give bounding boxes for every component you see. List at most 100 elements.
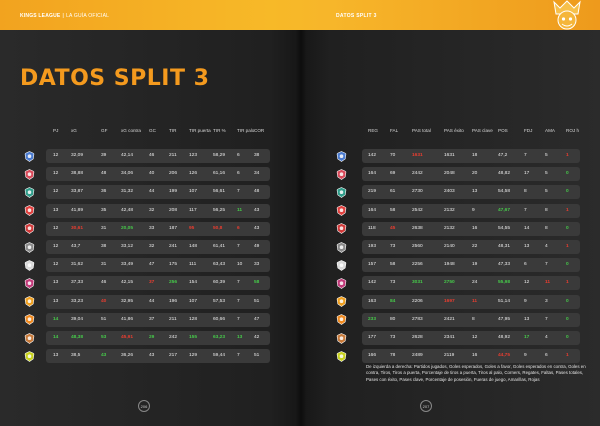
stat-cell: 46 xyxy=(101,280,107,286)
table-row xyxy=(46,276,270,291)
stat-cell: 43,7 xyxy=(71,244,81,249)
stat-cell: 33 xyxy=(149,225,155,231)
stat-cell: 2542 xyxy=(412,207,423,213)
stat-cell: 11 xyxy=(237,207,243,213)
stat-cell: 1 xyxy=(566,244,569,249)
stat-cell: 2132 xyxy=(444,225,455,231)
left-col-header: TIR palo xyxy=(237,128,255,133)
stat-cell: 217 xyxy=(169,353,178,359)
stat-cell: 148 xyxy=(189,244,198,249)
stat-cell: 33 xyxy=(254,262,260,268)
stat-cell: 13 xyxy=(524,316,530,322)
right-col-header: PAS éxito xyxy=(444,128,464,133)
stat-cell: 17 xyxy=(524,335,530,340)
team-logo-4 xyxy=(336,205,347,216)
stat-cell: 42,48 xyxy=(121,207,134,213)
stat-cell: 2132 xyxy=(444,207,455,213)
table-row xyxy=(46,312,270,327)
stat-cell: 164 xyxy=(368,207,377,213)
stat-cell: 53 xyxy=(101,335,107,340)
stat-cell: 1 xyxy=(566,353,569,359)
stat-cell: 47 xyxy=(149,262,155,268)
stat-cell: 51,14 xyxy=(498,298,511,304)
stat-cell: 2560 xyxy=(412,244,423,249)
legend-text: De izquierda a derecha: Partidos jugados… xyxy=(366,364,586,382)
stat-cell: 39,04 xyxy=(71,316,84,322)
crown-crest-icon xyxy=(553,0,581,30)
table-row xyxy=(362,149,580,163)
team-logo-10 xyxy=(24,314,35,326)
stat-cell: 8 xyxy=(545,225,548,231)
stat-cell: 2730 xyxy=(412,189,423,195)
stat-cell: 51 xyxy=(254,298,260,304)
stat-cell: 4 xyxy=(545,335,548,340)
team-logo-5 xyxy=(336,223,347,235)
stat-cell: 256 xyxy=(169,280,178,286)
stat-cell: 60,39 xyxy=(213,280,226,286)
stat-cell: 38,88 xyxy=(71,171,84,177)
stat-cell: 38 xyxy=(101,244,107,249)
stat-cell: 95 xyxy=(189,225,195,231)
left-col-header: TIR xyxy=(169,128,177,133)
stat-cell: 196 xyxy=(169,298,178,304)
stat-cell: 37 xyxy=(149,316,155,322)
stat-cell: 63,43 xyxy=(213,262,226,268)
stat-cell: 37,33 xyxy=(71,280,84,286)
stat-cell: 46 xyxy=(149,153,155,158)
stat-cell: 5 xyxy=(545,189,548,195)
stat-cell: 177 xyxy=(368,335,377,340)
stat-cell: 4 xyxy=(545,244,548,249)
stat-cell: 2750 xyxy=(444,280,455,286)
stat-cell: 32 xyxy=(149,244,155,249)
stat-cell: 13 xyxy=(53,298,59,304)
stat-cell: 38 xyxy=(254,153,260,158)
stat-cell: 1 xyxy=(566,207,569,213)
stat-cell: 60,66 xyxy=(213,316,226,322)
table-row xyxy=(362,349,580,364)
stat-cell: 73 xyxy=(390,335,396,340)
stat-cell: 7 xyxy=(524,207,527,213)
stat-cell: 154 xyxy=(189,280,198,286)
right-col-header: REG xyxy=(368,128,378,133)
stat-cell: 13 xyxy=(472,189,478,195)
team-logo-3 xyxy=(24,187,35,198)
stat-cell: 7 xyxy=(545,262,548,268)
team-logo-7 xyxy=(24,259,35,271)
stat-cell: 2489 xyxy=(412,353,423,359)
table-row xyxy=(46,221,270,236)
stat-cell: 6 xyxy=(524,262,527,268)
stat-cell: 12 xyxy=(53,262,59,268)
stat-cell: 187 xyxy=(169,225,178,231)
stat-cell: 43 xyxy=(149,353,155,359)
stat-cell: 142 xyxy=(368,153,377,158)
stat-cell: 164 xyxy=(368,171,377,177)
stat-cell: 41,89 xyxy=(71,207,84,213)
stat-cell: 166 xyxy=(368,353,377,359)
right-col-header: PAS clave xyxy=(472,128,493,133)
stat-cell: 12 xyxy=(472,335,478,340)
stat-cell: 233 xyxy=(368,316,377,322)
stat-cell: 13 xyxy=(237,335,243,340)
table-row xyxy=(362,331,580,345)
team-logo-12 xyxy=(336,350,347,362)
stat-cell: 6 xyxy=(237,153,240,158)
stat-cell: 3031 xyxy=(412,280,423,286)
stat-cell: 48,92 xyxy=(498,335,511,340)
team-logo-6 xyxy=(24,241,35,253)
table-row xyxy=(362,258,580,273)
stat-cell: 43 xyxy=(101,353,107,359)
right-col-header: FDJ xyxy=(524,128,533,133)
stat-cell: 32 xyxy=(149,207,155,213)
team-logo-1 xyxy=(336,150,347,162)
table-row xyxy=(362,294,580,309)
right-col-header: PAS total xyxy=(412,128,431,133)
stat-cell: 2442 xyxy=(412,171,423,177)
stat-cell: 55,98 xyxy=(498,280,511,286)
stat-cell: 40 xyxy=(149,171,155,177)
stat-cell: 129 xyxy=(189,353,198,359)
stat-cell: 2783 xyxy=(412,316,423,322)
table-row xyxy=(46,349,270,364)
stat-cell: 24 xyxy=(472,280,478,286)
stat-cell: 0 xyxy=(566,225,569,231)
team-logo-7 xyxy=(336,259,347,271)
